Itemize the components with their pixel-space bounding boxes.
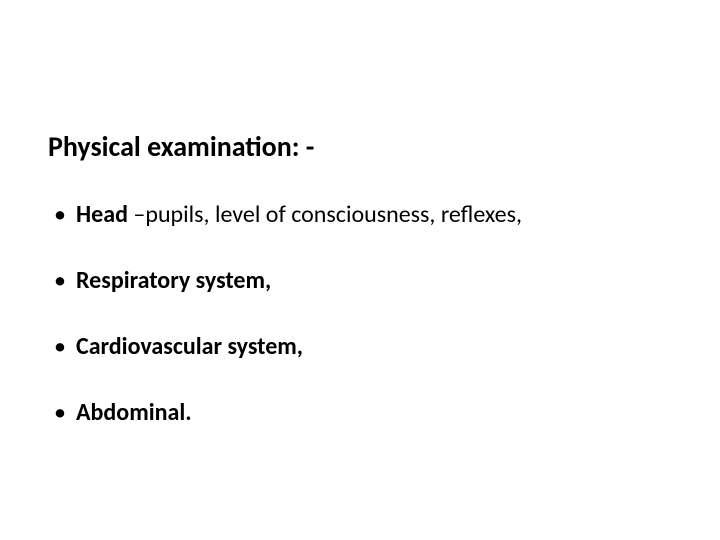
list-item: Head –pupils, level of consciousness, re… xyxy=(48,200,672,230)
bullet-lead: Head xyxy=(76,200,133,229)
list-item: Respiratory system, xyxy=(48,266,672,296)
list-item: Abdominal. xyxy=(48,398,672,428)
list-item: Cardiovascular system, xyxy=(48,332,672,362)
bullet-list: Head –pupils, level of consciousness, re… xyxy=(48,200,672,428)
bullet-lead: Respiratory system, xyxy=(76,266,271,295)
slide-heading: Physical examination: - xyxy=(48,130,672,164)
bullet-lead: Cardiovascular system, xyxy=(76,332,303,361)
slide: Physical examination: - Head –pupils, le… xyxy=(0,0,720,540)
bullet-lead: Abdominal. xyxy=(76,398,192,427)
bullet-rest: –pupils, level of consciousness, reflexe… xyxy=(133,200,522,229)
